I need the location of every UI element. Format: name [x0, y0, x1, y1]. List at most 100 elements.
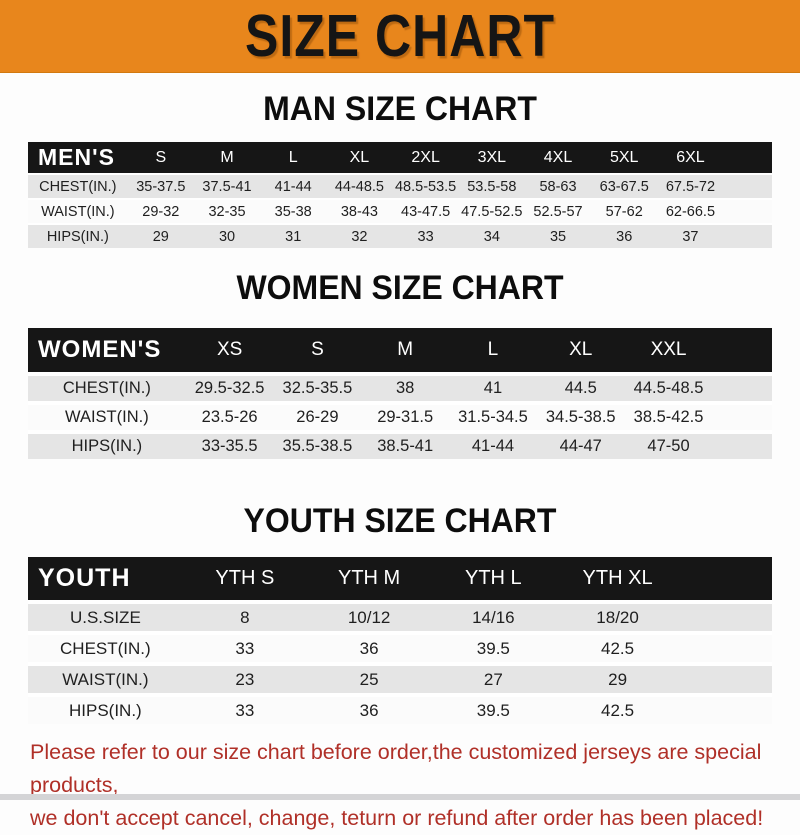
value-cell: 37: [657, 224, 724, 248]
value-cell: 52.5-57: [524, 199, 592, 224]
value-cell: 44.5: [536, 374, 625, 403]
value-cell: 39.5: [431, 695, 556, 724]
row-label-cell: HIPS(IN.): [28, 432, 186, 459]
value-cell: 34: [458, 224, 525, 248]
value-cell: 57-62: [591, 199, 658, 224]
size-column-header: L: [449, 328, 537, 374]
mens-size-table: MEN'S S M L XL 2XL 3XL 4XL 5XL 6XL CHEST(IN.) 35-37…: [28, 142, 772, 248]
table-corner-label: MEN'S: [28, 142, 128, 174]
size-column-header: 3XL: [458, 142, 525, 174]
value-cell: 36: [306, 695, 432, 724]
value-cell: 32-35: [193, 199, 261, 224]
value-cell: 35: [524, 224, 592, 248]
order-disclaimer: Please refer to our size chart before or…: [30, 736, 800, 835]
table-header-row: YOUTH YTH S YTH M YTH L YTH XL: [28, 557, 772, 602]
value-cell: 42.5: [555, 633, 680, 664]
size-column-header: YTH L: [431, 557, 556, 602]
size-chart-body: MAN SIZE CHART MEN'S S M L XL 2XL 3XL 4XL 5XL 6XL…: [0, 73, 800, 835]
value-cell: 37.5-41: [193, 174, 261, 199]
disclaimer-line-2: we don't accept cancel, change, teturn o…: [30, 806, 764, 830]
row-label-cell: WAIST(IN.): [28, 199, 128, 224]
value-cell: 62-66.5: [657, 199, 724, 224]
value-cell: 44.5-48.5: [624, 374, 713, 403]
women-section-heading: WOMEN SIZE CHART: [236, 267, 564, 307]
value-cell: 44-48.5: [326, 174, 393, 199]
size-column-header: 4XL: [524, 142, 592, 174]
value-cell: 35-38: [260, 199, 327, 224]
value-cell: 10/12: [306, 602, 432, 633]
value-cell: 67.5-72: [657, 174, 724, 199]
man-section-heading: MAN SIZE CHART: [263, 88, 537, 128]
value-cell: 41: [449, 374, 537, 403]
size-column-header: YTH M: [306, 557, 432, 602]
size-column-header: M: [193, 142, 261, 174]
table-row: WAIST(IN.) 23.5-26 26-29 29-31.5 31.5-34.5 34…: [28, 403, 772, 432]
value-cell: 29-32: [127, 199, 194, 224]
table-header-row: WOMEN'S XS S M L XL XXL: [28, 328, 772, 374]
table-corner-label: WOMEN'S: [28, 328, 186, 374]
size-column-header: 6XL: [657, 142, 724, 174]
value-cell: 31.5-34.5: [449, 403, 537, 432]
value-cell: 27: [431, 664, 556, 695]
size-column-header: XS: [185, 328, 274, 374]
row-label-cell: WAIST(IN.): [28, 403, 186, 432]
row-label-cell: HIPS(IN.): [28, 695, 183, 724]
row-label-cell: U.S.SIZE: [28, 602, 183, 633]
size-column-header: [679, 557, 772, 602]
value-cell: 23: [182, 664, 307, 695]
value-cell: 41-44: [449, 432, 537, 459]
value-cell: 48.5-53.5: [392, 174, 459, 199]
table-row: WAIST(IN.) 29-32 32-35 35-38 38-43 43-47.5 47.…: [28, 199, 772, 224]
value-cell: 42.5: [555, 695, 680, 724]
value-cell: 33-35.5: [185, 432, 274, 459]
value-cell: 53.5-58: [458, 174, 525, 199]
value-cell: 32: [326, 224, 393, 248]
youth-size-table: YOUTH YTH S YTH M YTH L YTH XL U.S.SIZE 8 10/12…: [28, 557, 772, 724]
value-cell: 18/20: [555, 602, 680, 633]
value-cell: [679, 633, 772, 664]
table-row: CHEST(IN.) 29.5-32.5 32.5-35.5 38 41 44.5 44.5…: [28, 374, 772, 403]
size-column-header: [712, 328, 772, 374]
value-cell: [723, 174, 772, 199]
size-column-header: S: [273, 328, 362, 374]
value-cell: 36: [306, 633, 432, 664]
table-corner-label: YOUTH: [28, 557, 183, 602]
value-cell: 63-67.5: [591, 174, 658, 199]
value-cell: 39.5: [431, 633, 556, 664]
size-column-header: YTH XL: [555, 557, 680, 602]
row-label-cell: CHEST(IN.): [28, 374, 186, 403]
value-cell: 32.5-35.5: [273, 374, 362, 403]
value-cell: 33: [392, 224, 459, 248]
value-cell: 35-37.5: [127, 174, 194, 199]
size-column-header: [723, 142, 772, 174]
value-cell: [679, 602, 772, 633]
value-cell: 34.5-38.5: [536, 403, 625, 432]
disclaimer-line-1: Please refer to our size chart before or…: [30, 740, 762, 797]
value-cell: 35.5-38.5: [273, 432, 362, 459]
youth-section-heading: YOUTH SIZE CHART: [243, 500, 557, 540]
value-cell: 26-29: [273, 403, 362, 432]
value-cell: 58-63: [524, 174, 592, 199]
value-cell: 23.5-26: [185, 403, 274, 432]
size-column-header: M: [361, 328, 450, 374]
value-cell: 29: [555, 664, 680, 695]
value-cell: [712, 374, 772, 403]
value-cell: 38-43: [326, 199, 393, 224]
value-cell: 43-47.5: [392, 199, 459, 224]
size-column-header: S: [127, 142, 194, 174]
table-row: WAIST(IN.) 23 25 27 29: [28, 664, 772, 695]
value-cell: 30: [193, 224, 261, 248]
value-cell: 33: [182, 633, 307, 664]
value-cell: 25: [306, 664, 432, 695]
value-cell: 29: [127, 224, 194, 248]
row-label-cell: CHEST(IN.): [28, 633, 183, 664]
value-cell: [712, 432, 772, 459]
table-row: U.S.SIZE 8 10/12 14/16 18/20: [28, 602, 772, 633]
value-cell: 31: [260, 224, 327, 248]
page-title: SIZE CHART: [245, 2, 555, 70]
value-cell: 38.5-42.5: [624, 403, 713, 432]
value-cell: 29-31.5: [361, 403, 450, 432]
table-row: CHEST(IN.) 35-37.5 37.5-41 41-44 44-48.5 48.5…: [28, 174, 772, 199]
value-cell: 38.5-41: [361, 432, 450, 459]
row-label-cell: HIPS(IN.): [28, 224, 128, 248]
